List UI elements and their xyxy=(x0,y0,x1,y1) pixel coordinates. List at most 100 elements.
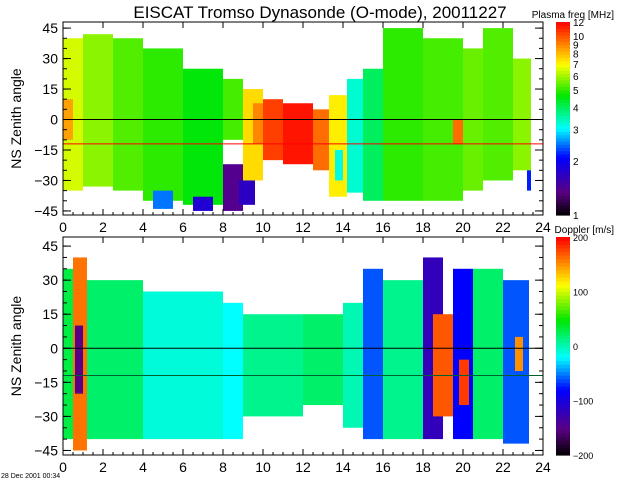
colorbar-segment xyxy=(556,375,570,380)
colorbar-segment xyxy=(556,309,570,314)
colorbar-segment xyxy=(556,115,570,120)
colorbar-segment xyxy=(556,102,570,107)
colorbar-segment xyxy=(556,251,570,256)
colorbar-segment xyxy=(556,436,570,442)
colorbar-segment xyxy=(556,331,570,336)
colorbar-tick-label: 2 xyxy=(573,157,579,168)
heatmap-cell xyxy=(335,149,343,181)
colorbar-segment xyxy=(556,382,570,387)
heatmap-cell xyxy=(223,302,243,440)
colorbar-segment xyxy=(556,360,570,365)
colorbar-segment xyxy=(556,407,570,412)
colorbar: 200 100 0 −100 −200 Doppler [m/s] xyxy=(555,225,615,461)
colorbar-segment xyxy=(556,338,570,343)
heatmap-cell xyxy=(513,58,531,171)
colorbar-segment xyxy=(556,67,570,71)
colorbar-segment xyxy=(556,95,570,100)
colorbar-segment xyxy=(556,86,570,91)
footer-timestamp: 28 Dec 2001 00:34 xyxy=(1,473,60,480)
heatmap-cell xyxy=(183,68,223,205)
colorbar-segment xyxy=(556,166,570,171)
colorbar-segment xyxy=(556,22,570,26)
colorbar-segment xyxy=(556,202,570,206)
heatmap-cell xyxy=(143,48,183,201)
y-tick-label: 0 xyxy=(50,340,58,356)
colorbar-segment xyxy=(556,400,570,405)
colorbar-segment xyxy=(556,255,570,260)
colorbar-segment xyxy=(556,342,570,347)
colorbar-tick-label: 6 xyxy=(573,72,579,83)
colorbar-label: Plasma freq [MHz] xyxy=(532,10,614,21)
colorbar-segment xyxy=(556,447,570,452)
x-tick-label: 10 xyxy=(255,459,271,475)
colorbar-tick-label: 100 xyxy=(573,288,588,298)
colorbar-segment xyxy=(556,349,570,354)
y-tick-label: −45 xyxy=(34,203,58,219)
heatmap-cell xyxy=(383,280,423,440)
heatmap-cell xyxy=(383,28,423,201)
colorbar-segment xyxy=(556,63,570,68)
y-tick-label: 45 xyxy=(42,20,58,36)
colorbar-segment xyxy=(556,144,570,149)
x-tick-label: 20 xyxy=(455,219,471,235)
colorbar-segment xyxy=(556,266,570,271)
colorbar-segment xyxy=(556,429,570,434)
y-tick-label: 30 xyxy=(42,51,58,67)
panel-1: 0 2 4 6 8 10 12 14 16 18 20 22 244530150−15−30−45NS … xyxy=(8,10,614,235)
heatmap-cell xyxy=(263,99,283,161)
heatmap-cell xyxy=(63,268,73,440)
colorbar-segment xyxy=(556,112,570,116)
x-tick-label: 14 xyxy=(335,459,351,475)
x-tick-label: 2 xyxy=(99,459,107,475)
colorbar-segment xyxy=(556,433,570,438)
colorbar-segment xyxy=(556,25,570,30)
colorbar-segment xyxy=(556,320,570,325)
x-tick-label: 22 xyxy=(495,459,511,475)
heatmap-cell xyxy=(459,359,469,406)
colorbar-segment xyxy=(556,415,570,420)
colorbar-segment xyxy=(556,160,570,165)
heatmap-cell xyxy=(329,95,347,197)
colorbar-segment xyxy=(556,237,570,242)
y-tick-label: −15 xyxy=(34,374,58,390)
colorbar-segment xyxy=(556,137,570,142)
colorbar-segment xyxy=(556,306,570,311)
colorbar-segment xyxy=(556,28,570,33)
colorbar-segment xyxy=(556,389,570,394)
x-tick-label: 8 xyxy=(219,219,227,235)
colorbar-segment xyxy=(556,385,570,391)
colorbar-segment xyxy=(556,128,570,132)
heatmap-cell xyxy=(527,170,531,191)
y-tick-label: −30 xyxy=(34,172,58,188)
heatmap-cell xyxy=(75,325,83,394)
colorbar-segment xyxy=(556,57,570,62)
colorbar-segment xyxy=(556,287,570,293)
x-tick-label: 6 xyxy=(179,219,187,235)
x-tick-label: 4 xyxy=(139,459,147,475)
colorbar-segment xyxy=(556,378,570,383)
x-tick-label: 8 xyxy=(219,459,227,475)
heatmap-cell xyxy=(113,38,143,191)
colorbar-segment xyxy=(556,70,570,75)
colorbar-segment xyxy=(556,41,570,46)
colorbar-segment xyxy=(556,195,570,200)
colorbar-segment xyxy=(556,258,570,264)
x-tick-label: 12 xyxy=(295,219,311,235)
colorbar-segment xyxy=(556,353,570,358)
colorbar-segment xyxy=(556,34,570,39)
colorbar-segment xyxy=(556,404,570,409)
colorbar-segment xyxy=(556,189,570,194)
heatmap-cell xyxy=(347,78,363,193)
x-tick-label: 12 xyxy=(295,459,311,475)
colorbar-segment xyxy=(556,73,570,78)
colorbar-segment xyxy=(556,276,570,282)
y-tick-label: 15 xyxy=(42,306,58,322)
colorbar-segment xyxy=(556,186,570,190)
colorbar-segment xyxy=(556,47,570,52)
colorbar-segment xyxy=(556,38,570,42)
heatmap-cell xyxy=(483,28,513,181)
colorbar-segment xyxy=(556,105,570,110)
colorbar-segment xyxy=(556,324,570,329)
